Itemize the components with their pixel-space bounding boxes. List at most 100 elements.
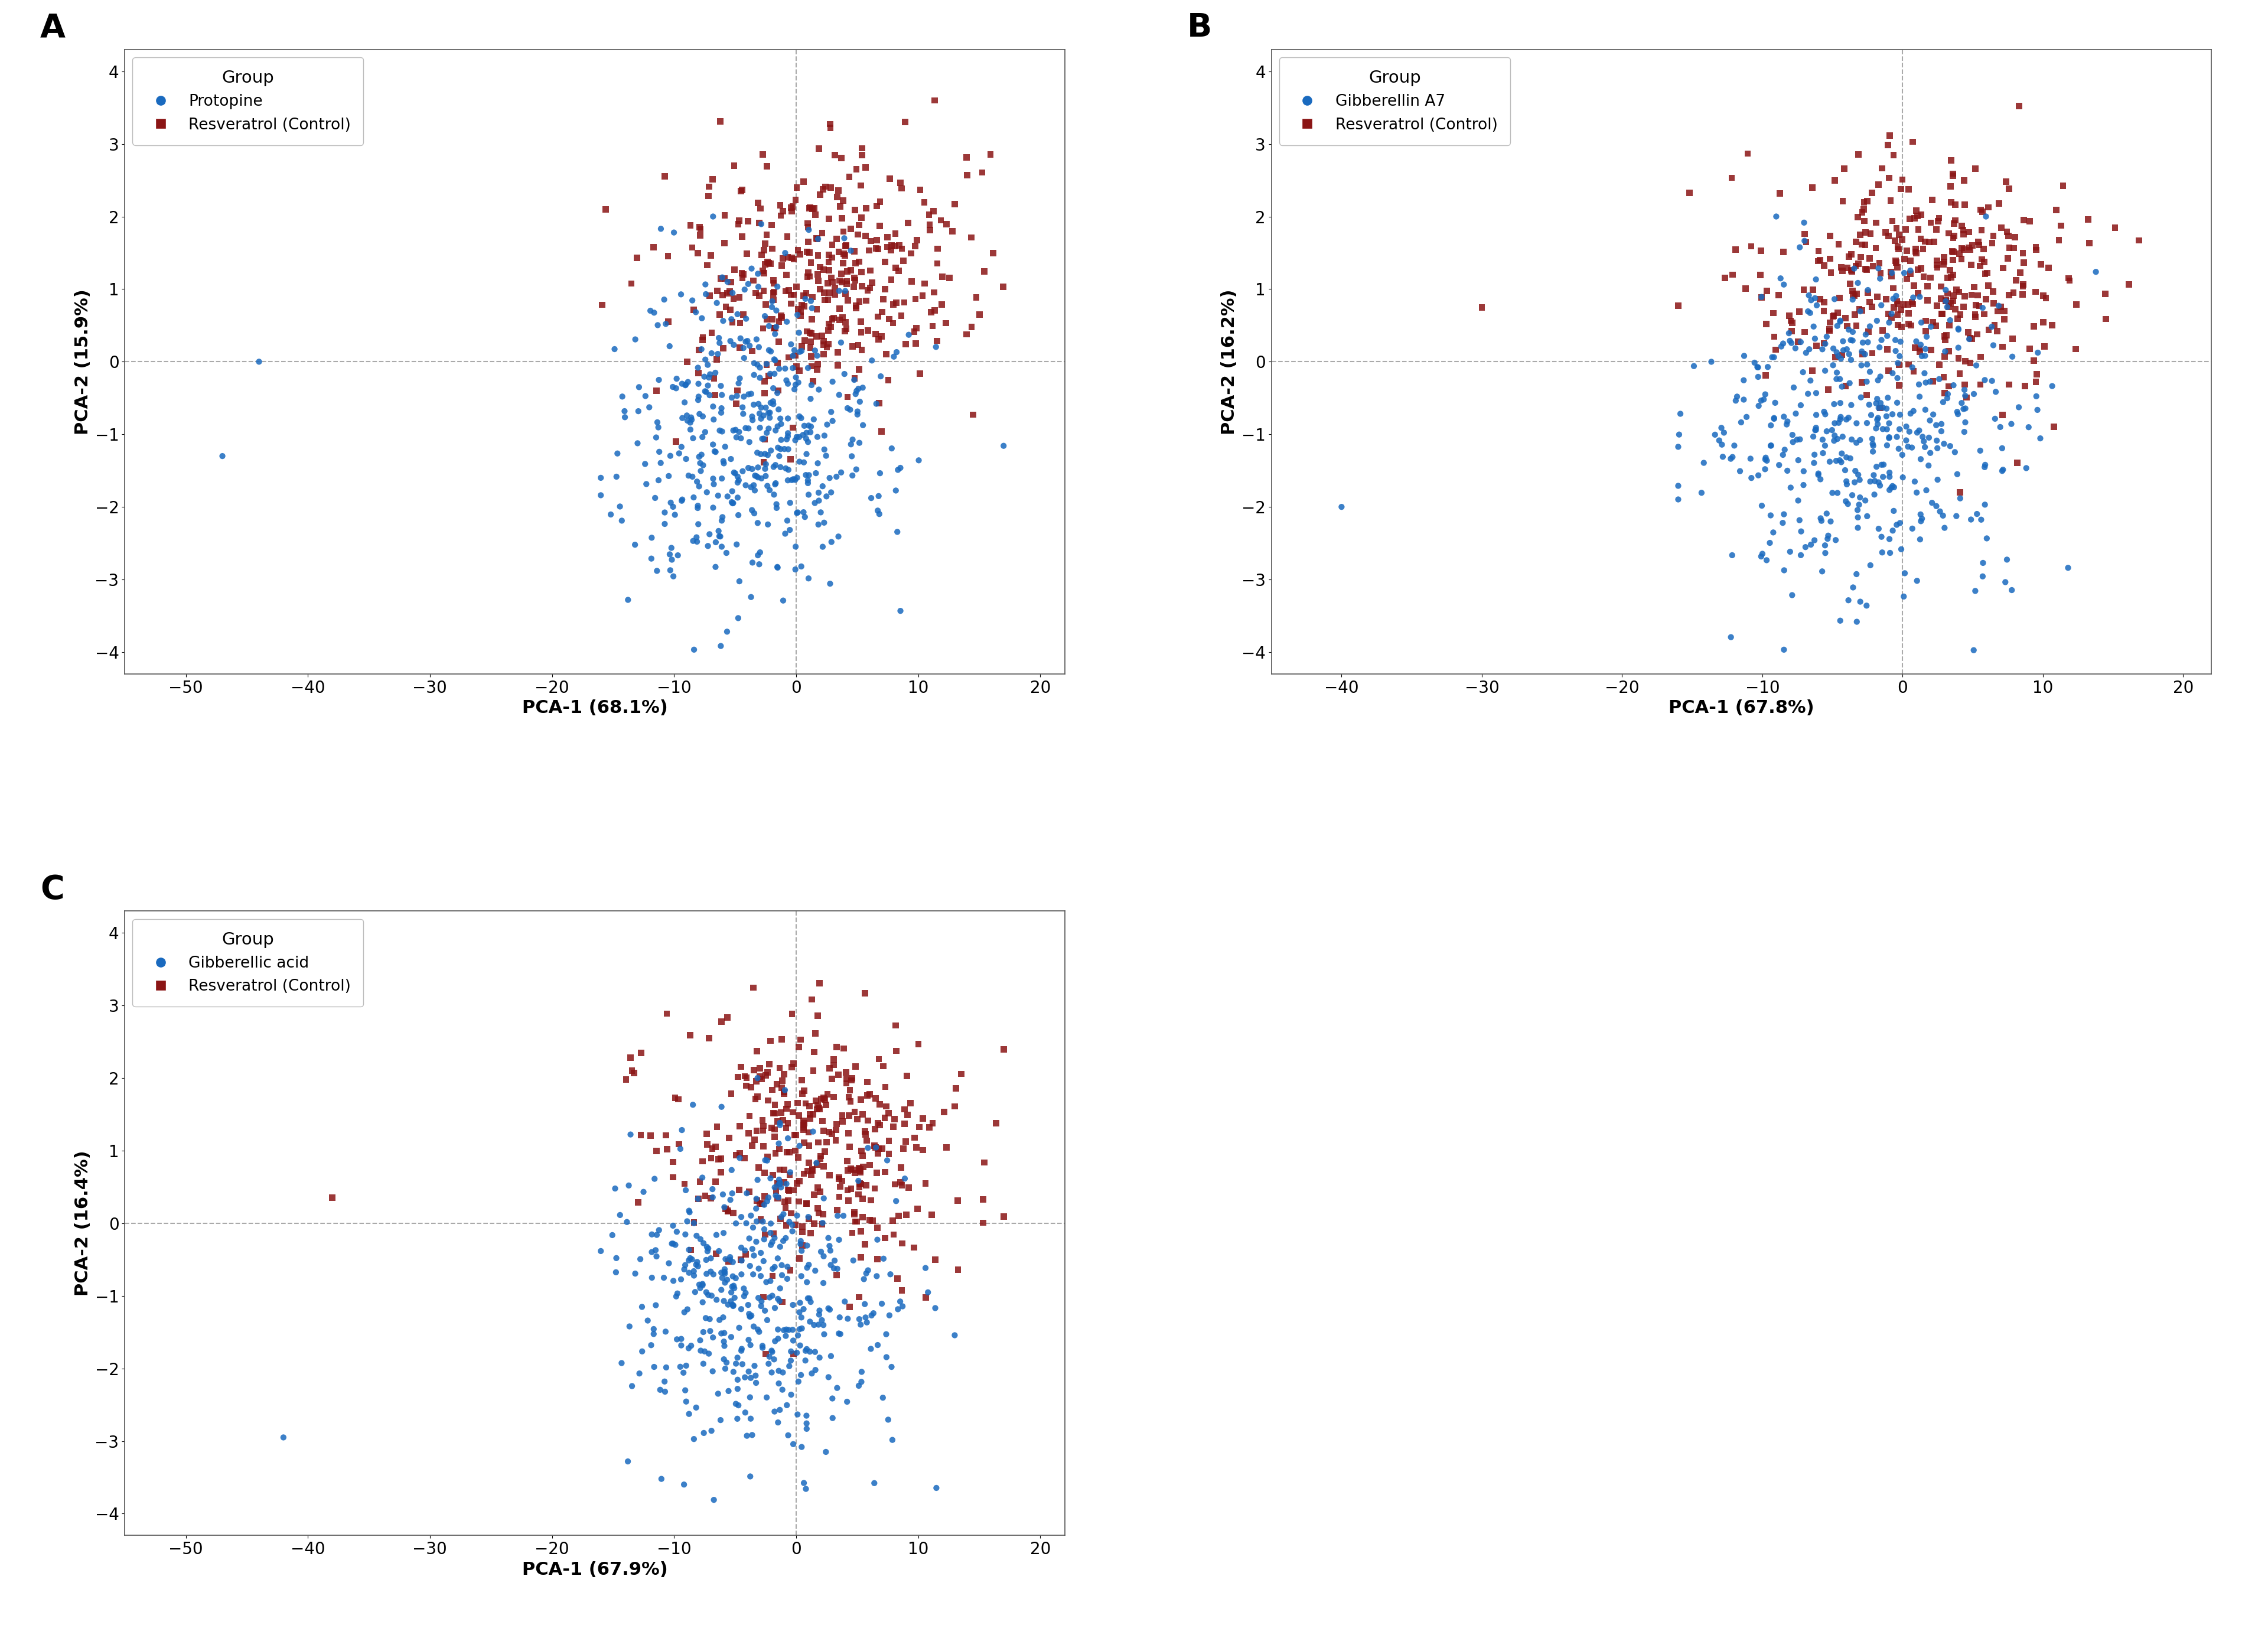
Point: [1928, 287, 1964, 314]
Point: [1755, 324, 1792, 350]
Point: [794, 284, 830, 310]
Point: [866, 1245, 903, 1271]
Point: [685, 1351, 721, 1377]
Point: [844, 337, 880, 363]
Point: [726, 1144, 762, 1171]
Point: [785, 1296, 821, 1322]
Point: [685, 1230, 721, 1256]
Point: [703, 1009, 739, 1035]
Point: [776, 376, 812, 403]
Point: [823, 1103, 860, 1129]
Point: [764, 1075, 801, 1101]
Point: [2050, 266, 2087, 292]
Point: [1760, 452, 1796, 479]
Point: [846, 1291, 882, 1317]
Point: [787, 281, 823, 307]
Point: [606, 398, 642, 424]
Point: [660, 1086, 696, 1113]
Point: [1853, 469, 1889, 495]
Point: [646, 1379, 683, 1405]
Point: [844, 142, 880, 168]
Point: [1853, 401, 1889, 428]
Point: [680, 386, 717, 413]
Point: [973, 142, 1009, 168]
Point: [880, 1202, 916, 1228]
Point: [769, 244, 805, 271]
Point: [708, 1270, 744, 1296]
Point: [841, 388, 878, 414]
Point: [751, 1184, 787, 1210]
Point: [767, 1195, 803, 1222]
Point: [814, 408, 850, 434]
Point: [694, 431, 730, 457]
Point: [776, 355, 812, 381]
Point: [719, 383, 755, 409]
Point: [839, 1180, 875, 1207]
Point: [680, 383, 717, 409]
Point: [703, 1321, 739, 1347]
Point: [1783, 518, 1819, 545]
Point: [1848, 593, 1885, 619]
Point: [1923, 300, 1960, 327]
Point: [685, 1271, 721, 1298]
Point: [646, 1369, 683, 1395]
Point: [1910, 452, 1946, 479]
Point: [773, 1316, 810, 1342]
Point: [1889, 413, 1926, 439]
Point: [1935, 263, 1971, 289]
Point: [891, 1090, 928, 1116]
Point: [767, 1157, 803, 1184]
Point: [878, 1012, 914, 1038]
Point: [864, 286, 900, 312]
Point: [819, 1116, 855, 1142]
Point: [819, 1128, 855, 1154]
Point: [728, 1180, 764, 1207]
Point: [898, 226, 934, 253]
Point: [794, 1161, 830, 1187]
Point: [1914, 401, 1950, 428]
Point: [1864, 317, 1901, 343]
Point: [898, 1134, 934, 1161]
Point: [1975, 332, 2012, 358]
Point: [739, 1065, 776, 1091]
Point: [1957, 304, 1994, 330]
Point: [810, 241, 846, 267]
Point: [787, 462, 823, 489]
Point: [703, 264, 739, 291]
Point: [744, 211, 780, 238]
Point: [1746, 362, 1783, 388]
Point: [1991, 282, 2028, 309]
Point: [714, 490, 751, 517]
Point: [1928, 327, 1964, 353]
Point: [792, 413, 828, 439]
Point: [1719, 383, 1755, 409]
Point: [758, 1141, 794, 1167]
Point: [705, 1346, 742, 1372]
Point: [674, 464, 710, 490]
Point: [1749, 447, 1785, 474]
Point: [814, 264, 850, 291]
Point: [2043, 213, 2080, 239]
Point: [1898, 419, 1935, 446]
Point: [789, 1270, 826, 1296]
Point: [1717, 388, 1753, 414]
Point: [762, 1169, 798, 1195]
Point: [717, 1275, 753, 1301]
Point: [853, 269, 889, 296]
Point: [694, 1184, 730, 1210]
Point: [1796, 418, 1833, 444]
Point: [680, 370, 717, 396]
Point: [655, 494, 692, 520]
Point: [758, 314, 794, 340]
Point: [823, 329, 860, 355]
Point: [1937, 296, 1973, 322]
Point: [1962, 253, 1998, 279]
Point: [939, 1075, 975, 1101]
Point: [794, 1156, 830, 1182]
Point: [1823, 449, 1860, 475]
Point: [733, 1332, 769, 1359]
Point: [1749, 546, 1785, 573]
Point: [596, 1176, 633, 1202]
Point: [1901, 216, 1937, 243]
Point: [1792, 337, 1828, 363]
